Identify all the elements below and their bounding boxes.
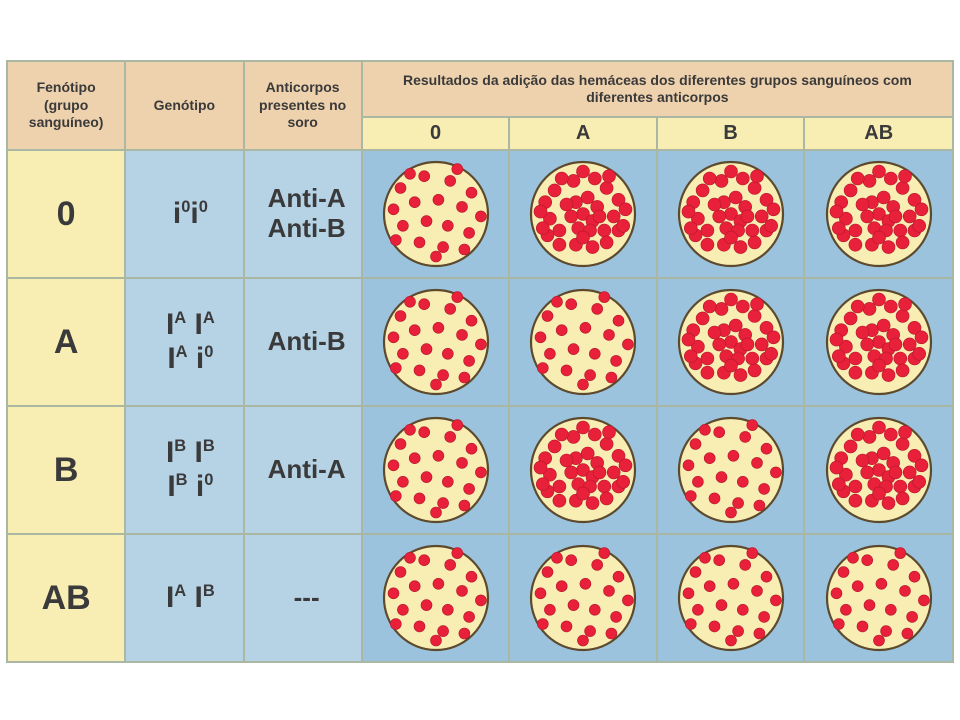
genotype-cell: IA IAIA i0 <box>125 278 243 406</box>
result-dish <box>804 278 953 406</box>
header-result-col-0: 0 <box>362 117 510 150</box>
genotype-cell: IB IBIB i0 <box>125 406 243 534</box>
header-antibodies: Anticorpos presentes no soro <box>244 61 362 150</box>
header-genotype: Genótipo <box>125 61 243 150</box>
phenotype-cell: B <box>7 406 125 534</box>
antibodies-cell: Anti-B <box>244 278 362 406</box>
result-dish <box>509 278 657 406</box>
header-results: Resultados da adição das hemáceas dos di… <box>362 61 953 117</box>
table-row: BIB IBIB i0Anti-A <box>7 406 953 534</box>
result-dish <box>804 150 953 278</box>
antibodies-cell: --- <box>244 534 362 662</box>
result-dish <box>362 406 510 534</box>
result-dish <box>804 406 953 534</box>
header-result-col-A: A <box>509 117 657 150</box>
header-phenotype: Fenótipo (grupo sanguíneo) <box>7 61 125 150</box>
table-row: 0i0i0Anti-AAnti-B <box>7 150 953 278</box>
result-dish <box>657 150 805 278</box>
header-result-col-AB: AB <box>804 117 953 150</box>
header-result-col-B: B <box>657 117 805 150</box>
genotype-cell: i0i0 <box>125 150 243 278</box>
result-dish <box>362 150 510 278</box>
antibodies-cell: Anti-A <box>244 406 362 534</box>
phenotype-cell: 0 <box>7 150 125 278</box>
table-row: ABIA IB--- <box>7 534 953 662</box>
phenotype-cell: AB <box>7 534 125 662</box>
result-dish <box>657 534 805 662</box>
result-dish <box>509 406 657 534</box>
result-dish <box>804 534 953 662</box>
table-row: AIA IAIA i0Anti-B <box>7 278 953 406</box>
result-dish <box>509 150 657 278</box>
blood-type-table: Fenótipo (grupo sanguíneo) Genótipo Anti… <box>6 60 954 663</box>
result-dish <box>657 278 805 406</box>
result-dish <box>657 406 805 534</box>
result-dish <box>509 534 657 662</box>
result-dish <box>362 534 510 662</box>
genotype-cell: IA IB <box>125 534 243 662</box>
result-dish <box>362 278 510 406</box>
phenotype-cell: A <box>7 278 125 406</box>
antibodies-cell: Anti-AAnti-B <box>244 150 362 278</box>
